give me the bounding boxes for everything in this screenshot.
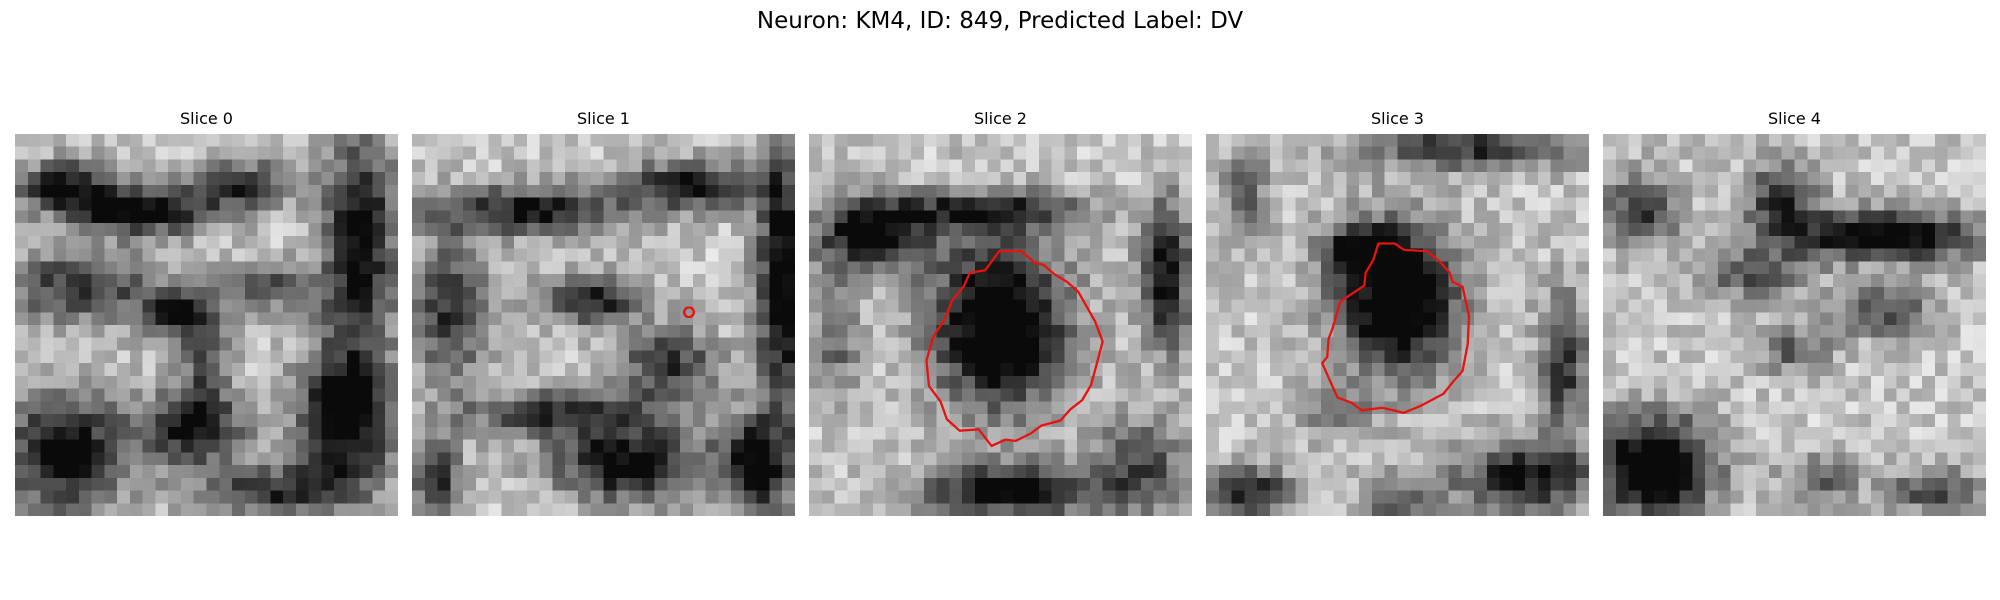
slice-title: Slice 1 [577,109,630,128]
slice-panel-4: Slice 4 [1603,108,1986,516]
slice-panel-1: Slice 1 [412,108,795,516]
figure-title: Neuron: KM4, ID: 849, Predicted Label: D… [756,8,1244,34]
neuron-contour [1321,242,1471,415]
slice-title: Slice 0 [180,109,233,128]
neuron-contour [925,250,1104,448]
slice-panel-3: Slice 3 [1206,108,1589,516]
slice-image [1206,134,1589,516]
slice-title: Slice 2 [974,109,1027,128]
slice-title: Slice 3 [1371,109,1424,128]
slice-image [412,134,795,516]
contour-marker [683,306,696,319]
slice-panel-0: Slice 0 [15,108,398,516]
slice-title: Slice 4 [1768,109,1821,128]
slice-image [809,134,1192,516]
slice-image [15,134,398,516]
slice-panel-2: Slice 2 [809,108,1192,516]
slice-image [1603,134,1986,516]
